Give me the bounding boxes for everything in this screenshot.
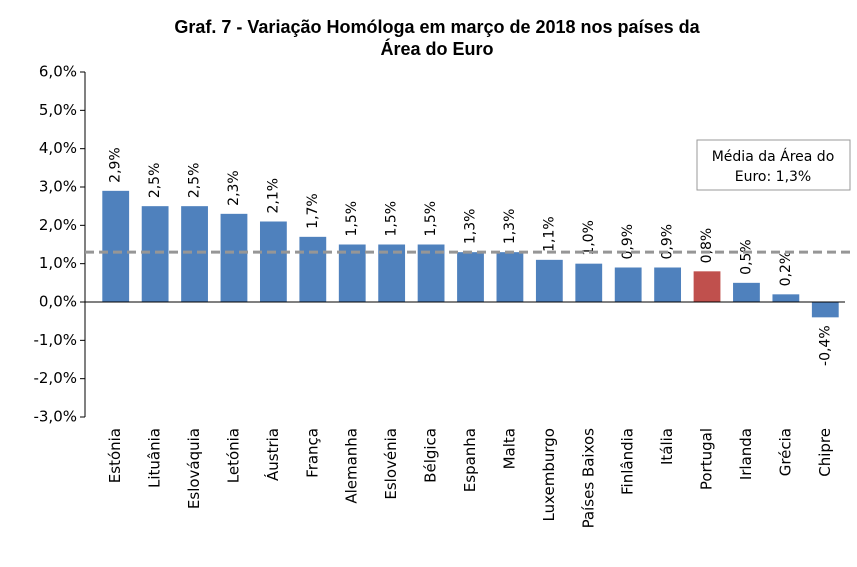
value-label: 2,9% [108, 147, 124, 183]
bar [535, 259, 563, 302]
value-label: 1,0% [581, 220, 597, 256]
bar [102, 190, 130, 302]
value-label: 1,5% [423, 201, 439, 237]
bar [181, 206, 208, 302]
chart-title: Área do Euro [380, 38, 493, 59]
y-tick-label: -3,0% [33, 408, 77, 426]
value-label: 1,1% [541, 216, 557, 252]
bar [772, 294, 800, 302]
x-tick-label: Portugal [698, 428, 716, 490]
x-tick-label: Chipre [816, 428, 834, 477]
bar [575, 263, 603, 302]
value-label: 2,5% [147, 163, 163, 199]
bar [338, 244, 366, 302]
x-tick-label: Finlândia [619, 428, 637, 495]
x-tick-label: Itália [658, 428, 676, 465]
x-tick-label: Estónia [106, 428, 124, 483]
y-tick-label: 5,0% [39, 101, 77, 119]
bar [299, 236, 327, 302]
bar [220, 213, 248, 302]
bar [141, 206, 169, 302]
annotation: Euro: 1,3% [735, 169, 811, 185]
bar [654, 267, 682, 302]
bar [693, 271, 721, 302]
bar [457, 252, 484, 302]
y-tick-label: -2,0% [33, 369, 77, 387]
value-label: 1,3% [463, 209, 479, 245]
y-tick-label: 6,0% [39, 63, 77, 81]
x-tick-label: Países Baixos [579, 428, 597, 529]
value-label: 0,2% [778, 251, 794, 287]
y-tick-label: 1,0% [39, 254, 77, 272]
value-label: 0,8% [699, 228, 715, 264]
value-label: 2,1% [265, 178, 281, 214]
chart-title: Graf. 7 - Variação Homóloga em março de … [174, 17, 700, 37]
bar [417, 244, 445, 302]
x-tick-label: Lituânia [146, 428, 164, 488]
bar [811, 302, 839, 318]
x-tick-label: Malta [500, 428, 518, 469]
bar [614, 267, 642, 302]
value-label: 1,7% [305, 193, 321, 229]
x-tick-label: Eslováquia [185, 428, 203, 509]
value-label: 0,5% [738, 239, 754, 275]
x-tick-label: França [303, 428, 321, 478]
y-tick-label: -1,0% [33, 331, 77, 349]
value-label: 0,9% [620, 224, 636, 260]
value-label: -0,4% [817, 325, 833, 366]
y-tick-label: 3,0% [39, 178, 77, 196]
x-tick-label: Espanha [461, 428, 479, 492]
value-label: 1,5% [344, 201, 360, 237]
x-tick-label: Eslovénia [382, 428, 400, 500]
x-tick-label: Luxemburgo [540, 428, 558, 522]
y-tick-label: 2,0% [39, 216, 77, 234]
annotation: Média da Área do [712, 148, 835, 165]
annotation-box [696, 139, 851, 191]
value-label: 2,3% [226, 170, 242, 206]
bar [733, 282, 760, 302]
y-tick-label: 4,0% [39, 139, 77, 157]
x-tick-label: Letónia [224, 428, 242, 483]
x-tick-label: Grécia [776, 428, 794, 476]
x-tick-label: Bélgica [422, 428, 440, 483]
x-tick-label: Irlanda [737, 428, 755, 480]
bar [496, 252, 524, 302]
value-label: 2,5% [187, 163, 203, 199]
value-label: 0,9% [660, 224, 676, 260]
bar [378, 244, 406, 302]
value-label: 1,5% [384, 201, 400, 237]
x-tick-label: Áustria [263, 428, 282, 481]
bar [259, 221, 287, 302]
value-label: 1,3% [502, 209, 518, 245]
y-tick-label: 0,0% [39, 293, 77, 311]
x-tick-label: Alemanha [343, 428, 361, 504]
